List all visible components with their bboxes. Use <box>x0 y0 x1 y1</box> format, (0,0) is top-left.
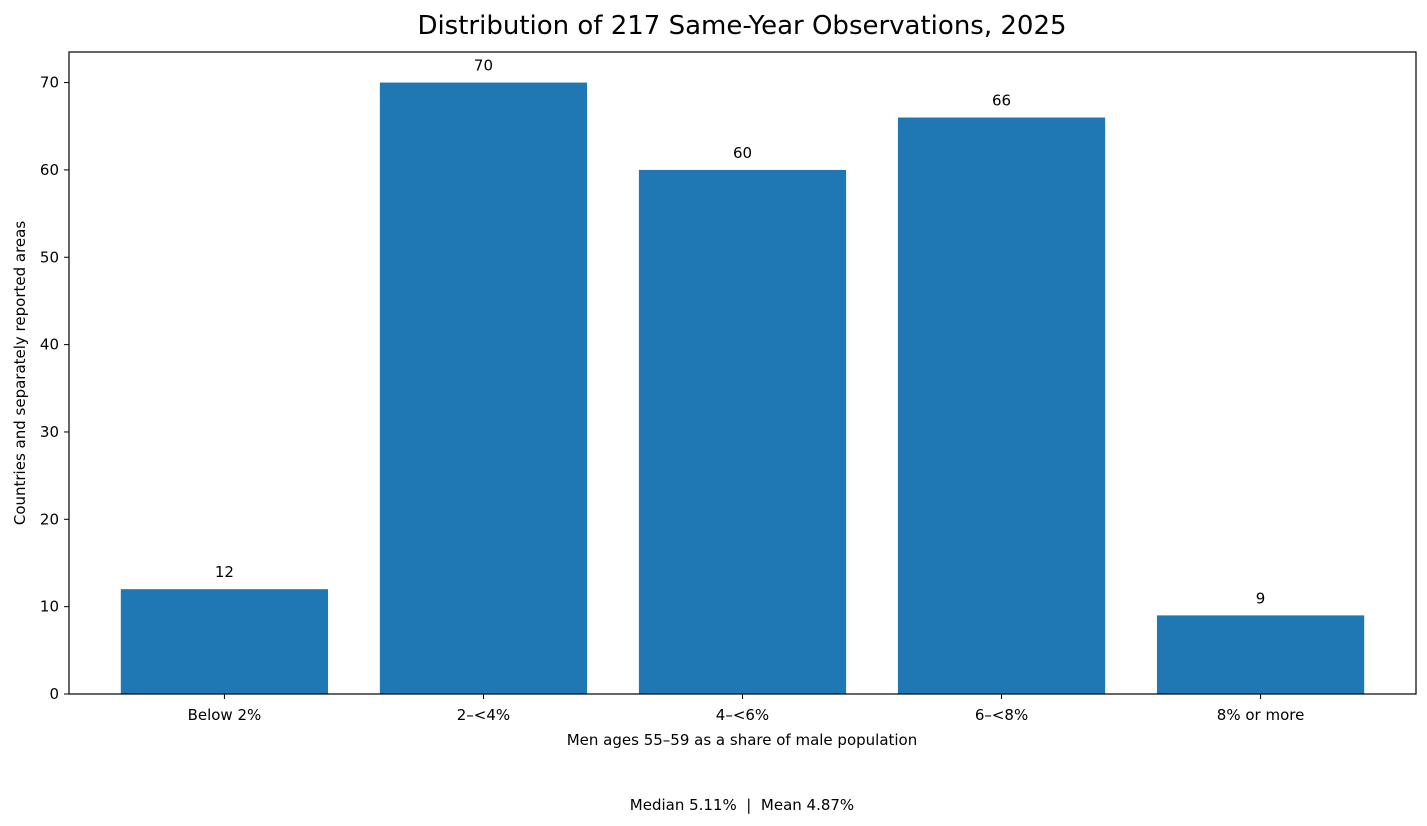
y-tick-label: 60 <box>40 161 59 179</box>
y-tick-label: 40 <box>40 336 59 354</box>
bar <box>638 169 847 695</box>
plot-frame <box>68 51 1417 695</box>
bar <box>897 117 1106 695</box>
y-tick-label: 50 <box>40 248 59 266</box>
chart-title: Distribution of 217 Same-Year Observatio… <box>417 11 1066 41</box>
y-axis-title: Countries and separately reported areas <box>11 221 29 525</box>
bar <box>379 82 588 695</box>
data-labels-group: 12 70 60 66 9 <box>215 57 1265 608</box>
bar-value-label: 70 <box>474 57 493 75</box>
bar-value-label: 12 <box>215 563 234 581</box>
bar-value-label: 66 <box>992 92 1011 110</box>
y-tick-label: 30 <box>40 423 59 441</box>
x-tick-label: 2–<4% <box>457 706 510 724</box>
y-tick-label: 70 <box>40 74 59 92</box>
x-axis: Below 2% 2–<4% 4–<6% 6–<8% 8% or more <box>188 694 1305 724</box>
bar-value-label: 9 <box>1256 589 1266 607</box>
bars-group <box>120 82 1365 695</box>
x-tick-label: 6–<8% <box>975 706 1028 724</box>
bar <box>1156 615 1365 694</box>
y-tick-label: 0 <box>49 685 59 703</box>
bar-value-label: 60 <box>733 144 752 162</box>
x-tick-label: Below 2% <box>188 706 262 724</box>
bar <box>120 589 329 694</box>
x-tick-label: 4–<6% <box>716 706 769 724</box>
y-tick-label: 20 <box>40 510 59 528</box>
y-axis: 0 10 20 30 40 50 60 70 <box>40 74 69 703</box>
x-axis-title: Men ages 55–59 as a share of male popula… <box>567 731 918 749</box>
x-tick-label: 8% or more <box>1217 706 1305 724</box>
summary-footnote: Median 5.11% | Mean 4.87% <box>630 796 854 814</box>
y-tick-label: 10 <box>40 598 59 616</box>
